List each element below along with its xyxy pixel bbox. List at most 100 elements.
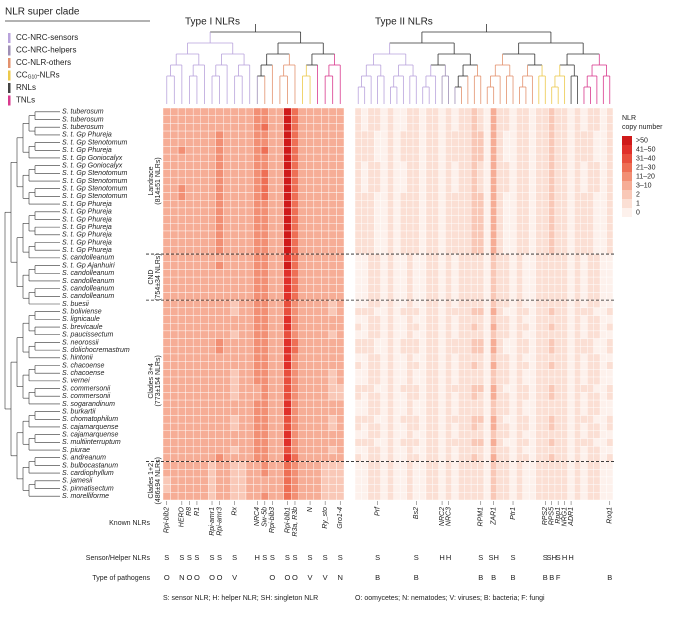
heat-cell	[328, 415, 337, 424]
heat-cell	[393, 276, 401, 285]
heat-cell	[354, 353, 362, 362]
heat-cell	[393, 369, 401, 378]
heat-cell	[374, 130, 382, 139]
heat-cell	[361, 200, 369, 209]
heat-cell	[393, 315, 401, 324]
heat-cell	[406, 161, 414, 170]
heat-cell	[399, 315, 407, 324]
heat-cell	[380, 276, 388, 285]
heat-cell	[432, 284, 440, 293]
heat-cell	[432, 430, 440, 439]
heat-cell	[185, 407, 194, 416]
heat-cell	[470, 330, 478, 339]
heat-cell	[306, 146, 315, 155]
heat-cell	[298, 438, 307, 447]
heat-cell	[177, 492, 186, 501]
heat-cell	[374, 476, 382, 485]
heat-cell	[419, 392, 427, 401]
heat-cell	[490, 138, 498, 147]
role-label: S	[323, 553, 328, 562]
heat-cell	[445, 246, 452, 255]
heat-cell	[393, 261, 401, 270]
heat-cell	[490, 161, 498, 170]
heat-cell	[387, 407, 394, 416]
group-label: Clades 3+4	[148, 363, 155, 399]
heat-cell	[336, 407, 345, 416]
heat-cell	[361, 284, 369, 293]
heat-cell	[253, 230, 262, 239]
heat-cell	[516, 422, 523, 432]
heat-cell	[245, 146, 254, 155]
heat-cell	[260, 469, 269, 478]
heat-cell	[599, 476, 607, 485]
heat-cell	[516, 338, 523, 347]
heat-cell	[367, 323, 375, 332]
heat-cell	[477, 469, 485, 478]
heat-cell	[313, 399, 322, 408]
heat-cell	[260, 361, 269, 370]
known-nlr-label: Rpi-blb2	[164, 507, 171, 533]
heat-cell	[367, 376, 375, 385]
heat-cell	[336, 230, 345, 239]
heat-cell	[162, 223, 171, 232]
heat-cell	[162, 492, 171, 501]
heat-cell	[387, 284, 394, 293]
heat-cell	[464, 445, 472, 455]
heat-cell	[477, 492, 485, 501]
heat-cell	[425, 407, 433, 416]
heat-cell	[464, 415, 472, 424]
heat-cell	[313, 299, 322, 309]
heat-cell	[587, 369, 594, 378]
heat-cell	[470, 415, 478, 424]
heat-cell	[451, 153, 459, 163]
heat-cell	[445, 207, 452, 216]
heat-cell	[516, 392, 523, 401]
heat-cell	[283, 353, 292, 362]
heat-cell	[477, 269, 485, 278]
heat-cell	[483, 399, 491, 408]
heat-cell	[541, 346, 549, 355]
heat-cell	[298, 146, 307, 155]
heat-cell	[574, 353, 581, 362]
heat-cell	[253, 161, 262, 170]
heat-cell	[192, 184, 201, 193]
heat-cell	[393, 299, 401, 309]
heat-cell	[451, 469, 459, 478]
heat-cell	[306, 123, 315, 132]
heat-cell	[291, 353, 299, 362]
heat-cell	[253, 107, 262, 116]
heat-cell	[606, 369, 614, 378]
heat-cell	[313, 246, 322, 255]
heat-cell	[451, 307, 459, 316]
heat-cell	[464, 323, 472, 332]
heat-cell	[306, 469, 315, 478]
heat-cell	[374, 453, 382, 462]
heat-cell	[238, 230, 247, 239]
heat-cell	[509, 207, 517, 216]
heat-cell	[162, 422, 171, 432]
heat-cell	[298, 469, 307, 478]
heat-cell	[606, 484, 614, 493]
heat-cell	[260, 369, 269, 378]
heat-cell	[509, 484, 517, 493]
heat-cell	[554, 169, 562, 178]
heat-cell	[483, 269, 491, 278]
heat-cell	[374, 115, 382, 124]
heat-cell	[374, 469, 382, 478]
heat-cell	[208, 445, 216, 455]
heat-cell	[599, 115, 607, 124]
heat-cell	[374, 107, 382, 116]
heat-cell	[554, 422, 562, 432]
heat-cell	[313, 307, 322, 316]
heat-cell	[587, 376, 594, 385]
heat-cell	[291, 315, 299, 324]
heat-cell	[387, 361, 394, 370]
heat-cell	[548, 192, 556, 201]
heat-cell	[208, 453, 216, 462]
heat-cell	[548, 445, 556, 455]
heat-cell	[451, 453, 459, 462]
heat-cell	[374, 484, 382, 493]
heat-cell	[425, 192, 433, 201]
heat-cell	[432, 315, 440, 324]
